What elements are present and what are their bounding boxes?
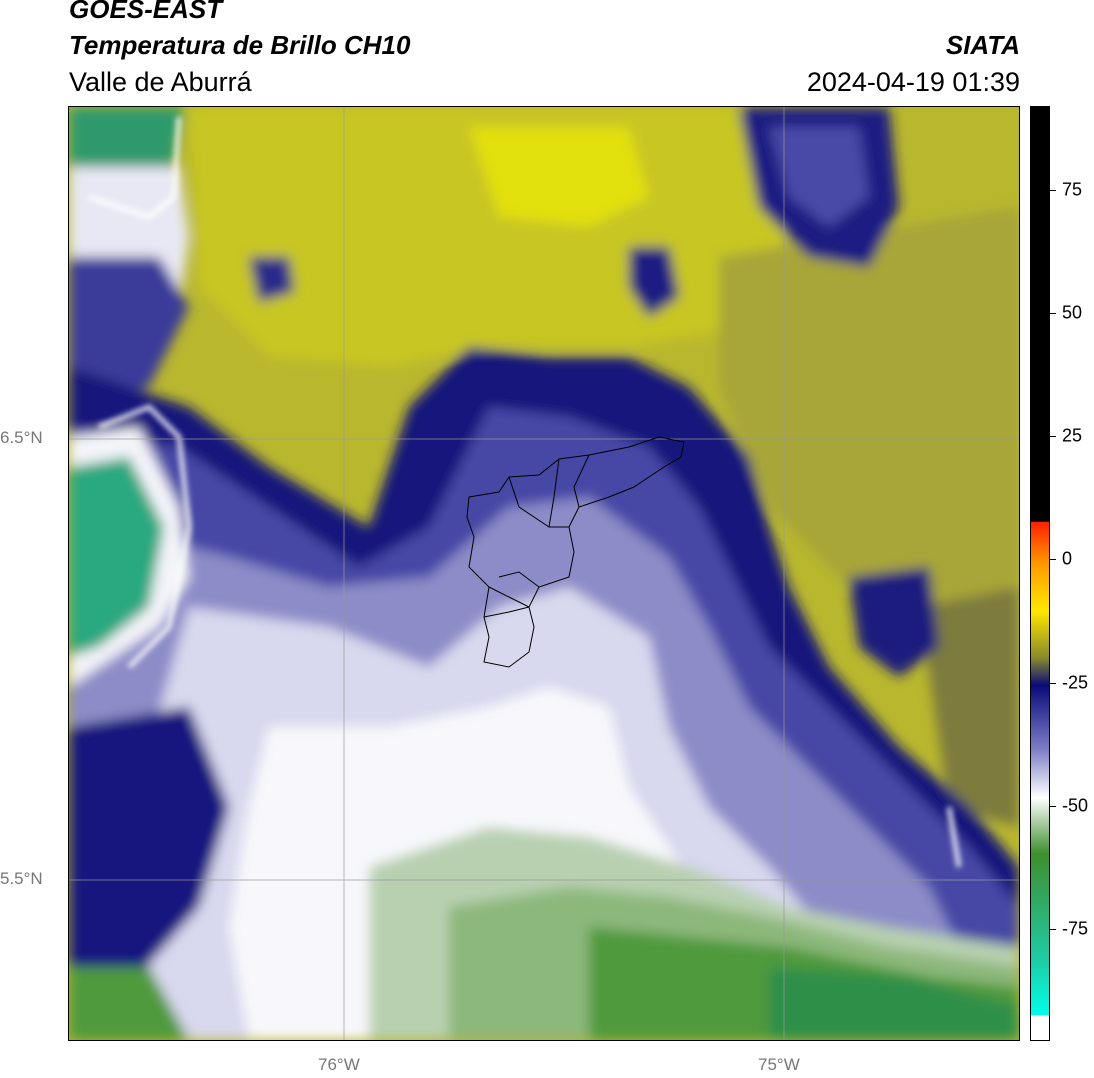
map-image (69, 107, 1019, 1040)
satellite-title: GOES-EAST (69, 0, 223, 24)
lon-label-76: 76°W (318, 1055, 360, 1074)
timestamp-label: 2024-04-19 01:39 (806, 67, 1020, 97)
product-title: Temperatura de Brillo CH10 (69, 30, 411, 60)
colorbar-label-neg25: -25 (1062, 672, 1089, 693)
lat-label-5.5: 5.5°N (0, 869, 43, 888)
region-subtitle: Valle de Aburrá (69, 67, 252, 97)
colorbar (1030, 106, 1050, 1041)
colorbar-tick (1050, 683, 1056, 684)
municipal-boundaries (466, 436, 685, 668)
colorbar-label-25: 25 (1062, 425, 1083, 446)
colorbar-label-neg75: -75 (1062, 918, 1089, 939)
colorbar-tick (1050, 559, 1056, 560)
colorbar-tick (1050, 806, 1056, 807)
lat-label-6.5: 6.5°N (0, 428, 43, 447)
lon-label-75: 75°W (758, 1055, 800, 1074)
colorbar-label-50: 50 (1062, 302, 1083, 323)
satellite-map (68, 106, 1020, 1041)
colorbar-label-0: 0 (1062, 548, 1073, 569)
colorbar-label-neg50: -50 (1062, 795, 1089, 816)
colorbar-tick (1050, 190, 1056, 191)
colorbar-tick (1050, 436, 1056, 437)
brand-label: SIATA (945, 30, 1020, 60)
colorbar-tick (1050, 313, 1056, 314)
colorbar-tick (1050, 929, 1056, 930)
colorbar-label-75: 75 (1062, 179, 1083, 200)
